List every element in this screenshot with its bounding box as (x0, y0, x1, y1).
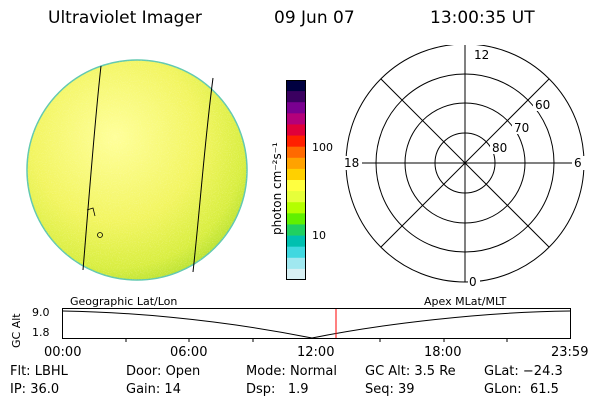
colorbar-band (286, 168, 306, 181)
colorbar-unit-label: photon cm⁻²s⁻¹ (270, 142, 284, 235)
status-door: Door: Open (126, 364, 201, 379)
meridian-line (82, 65, 102, 271)
timeline-ytick: 9.0 (32, 306, 50, 319)
mlt-label-0: 0 (469, 275, 477, 289)
mlt-label-12: 12 (474, 48, 489, 62)
grid-marker (86, 207, 96, 217)
colorbar-band (286, 202, 306, 214)
status-glat: GLat: −24.3 (484, 364, 563, 379)
date-label: 09 Jun 07 (274, 8, 355, 28)
colorbar-tick: 10 (312, 229, 326, 242)
polar-grid-plot: 12 18 6 0 60 70 80 (342, 45, 586, 289)
colorbar-band (286, 135, 306, 148)
grid-marker (97, 232, 103, 238)
status-gain: Gain: 14 (126, 382, 181, 397)
timeline-xtick: 12:00 (297, 345, 335, 360)
status-ip: IP: 36.0 (10, 382, 60, 397)
timeline-xtick: 06:00 (170, 345, 208, 360)
colorbar-band (286, 268, 306, 281)
timeline-ylabel: GC Alt (10, 313, 23, 348)
colorbar-band (286, 113, 306, 125)
timeline-ytick: 1.8 (32, 326, 50, 339)
time-label: 13:00:35 UT (430, 8, 535, 28)
colorbar-band (286, 191, 306, 203)
timeline-left-label: Geographic Lat/Lon (70, 295, 178, 308)
colorbar-band (286, 235, 306, 248)
colorbar-band (286, 224, 306, 237)
colorbar-band (286, 124, 306, 137)
colorbar-band (286, 146, 306, 159)
timeline-xtick: 23:59 (551, 345, 589, 360)
color-scale-gradient (286, 80, 306, 281)
colorbar-band (286, 180, 306, 192)
lat-label-80: 80 (492, 141, 507, 155)
colorbar-tick: 100 (312, 141, 333, 154)
colorbar-band (286, 257, 306, 270)
timeline-right-label: Apex MLat/MLT (424, 295, 507, 308)
status-glon: GLon: 61.5 (484, 382, 559, 397)
lat-label-70: 70 (514, 121, 529, 135)
status-seq: Seq: 39 (365, 382, 415, 397)
colorbar-band (286, 246, 306, 259)
colorbar-band (286, 213, 306, 225)
mlt-label-6: 6 (574, 156, 582, 170)
altitude-timeline-plot[interactable] (62, 308, 572, 342)
colorbar-band (286, 102, 306, 114)
uv-earth-image (26, 59, 248, 281)
status-mode: Mode: Normal (246, 364, 337, 379)
colorbar-band (286, 157, 306, 170)
timeline-xtick: 00:00 (44, 345, 82, 360)
timeline-frame (62, 308, 571, 339)
app-title: Ultraviolet Imager (48, 8, 202, 28)
meridian-line (192, 77, 214, 273)
timeline-xtick: 18:00 (424, 345, 462, 360)
altitude-curve (62, 310, 571, 339)
status-dsp: Dsp: 1.9 (246, 382, 309, 397)
lat-label-60: 60 (535, 98, 550, 112)
status-flt: Flt: LBHL (10, 364, 68, 379)
color-scale-bar (286, 80, 306, 281)
mlt-label-18: 18 (344, 156, 359, 170)
colorbar-band (286, 91, 306, 103)
status-gc-alt: GC Alt: 3.5 Re (365, 364, 456, 379)
colorbar-band (286, 80, 306, 92)
